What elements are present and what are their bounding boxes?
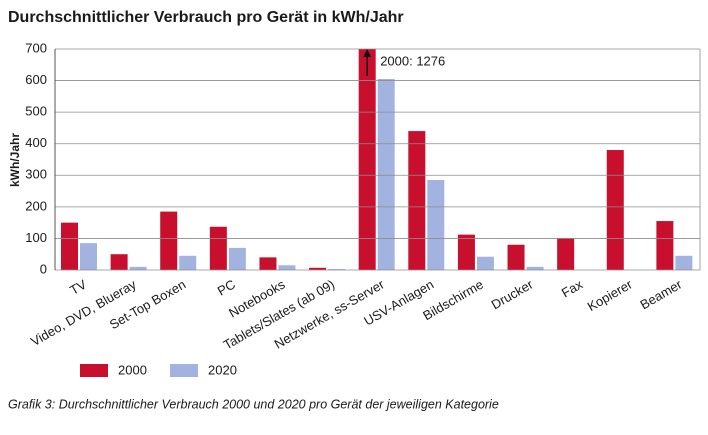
bar (179, 255, 197, 270)
y-tick-label: 300 (25, 167, 47, 182)
bar (557, 238, 575, 270)
bar (675, 255, 693, 270)
y-axis-label: kWh/Jahr (8, 133, 22, 187)
bar (309, 267, 327, 270)
bar (228, 247, 246, 270)
bar (328, 269, 346, 270)
bar (358, 49, 376, 270)
bar (427, 180, 445, 270)
bars (61, 49, 693, 270)
x-tick-label: Beamer (637, 276, 685, 312)
x-tick-label: Kopierer (585, 276, 636, 314)
y-tick-label: 200 (25, 198, 47, 213)
bar (160, 211, 178, 270)
bar (656, 221, 674, 270)
y-tick-label: 0 (40, 261, 47, 276)
y-tick-label: 400 (25, 135, 47, 150)
bar (259, 257, 277, 270)
bar (476, 256, 494, 270)
bar (507, 244, 525, 270)
bar (526, 266, 544, 270)
bar (457, 234, 475, 270)
bar (61, 222, 78, 270)
y-tick-label: 600 (25, 72, 47, 87)
bar (278, 265, 296, 270)
x-tick-label: Fax (559, 276, 586, 300)
legend-swatch (80, 364, 108, 377)
legend-swatch (170, 364, 198, 377)
x-tick-label: TV (67, 276, 89, 297)
bar (110, 254, 128, 270)
bar (80, 243, 97, 270)
annotation: 2000: 1276 (380, 53, 445, 68)
y-tick-label: 500 (25, 104, 47, 119)
chart-title: Durchschnittlicher Verbrauch pro Gerät i… (8, 9, 404, 26)
bar (129, 266, 147, 270)
y-tick-label: 700 (25, 40, 47, 55)
bar (606, 150, 624, 270)
bar (377, 78, 395, 270)
x-tick-label: PC (215, 277, 238, 299)
y-tick-label: 100 (25, 230, 47, 245)
bar (209, 226, 227, 270)
legend-label: 2020 (208, 362, 237, 377)
legend-label: 2000 (118, 362, 147, 377)
x-tick-label: Drucker (489, 276, 536, 312)
caption: Grafik 3: Durchschnittlicher Verbrauch 2… (8, 397, 499, 411)
annotation-arrowhead (363, 49, 372, 57)
bar (408, 131, 426, 270)
